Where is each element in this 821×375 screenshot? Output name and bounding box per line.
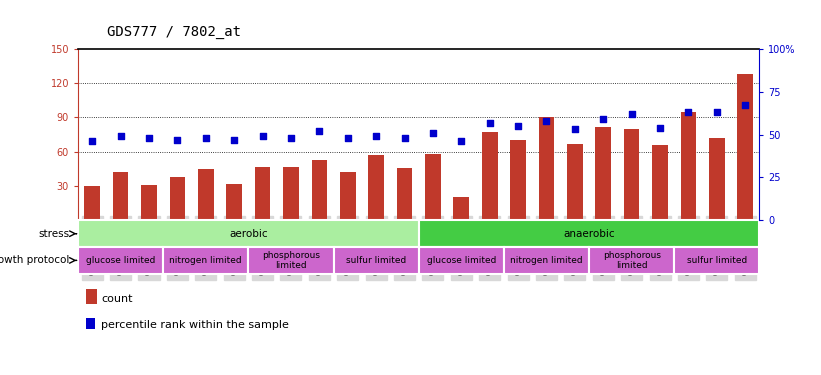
Bar — [419, 220, 759, 247]
Text: growth protocol: growth protocol — [0, 255, 70, 266]
Bar — [249, 247, 333, 274]
Text: sulfur limited: sulfur limited — [686, 256, 747, 265]
Text: phosphorous
limited: phosphorous limited — [603, 251, 661, 270]
Bar — [674, 247, 759, 274]
Bar — [504, 247, 589, 274]
Bar — [369, 155, 384, 220]
Text: GDS777 / 7802_at: GDS777 / 7802_at — [107, 26, 241, 39]
Point — [256, 133, 269, 139]
Text: glucose limited: glucose limited — [427, 256, 496, 265]
Bar — [567, 144, 583, 220]
Text: nitrogen limited: nitrogen limited — [510, 256, 583, 265]
Bar — [283, 166, 299, 220]
Bar — [539, 117, 554, 220]
Point — [710, 109, 723, 115]
Bar — [419, 247, 504, 274]
Bar — [78, 220, 419, 247]
Bar — [482, 132, 498, 220]
Point — [200, 135, 213, 141]
Bar — [311, 160, 327, 220]
Point — [597, 116, 610, 122]
Point — [568, 126, 581, 132]
Bar — [624, 129, 640, 220]
Point — [426, 130, 439, 136]
Bar — [85, 186, 100, 220]
Bar — [170, 177, 186, 220]
Point — [625, 111, 638, 117]
Bar — [652, 145, 667, 220]
Text: count: count — [101, 294, 132, 304]
Point — [227, 137, 241, 143]
Point — [682, 109, 695, 115]
Bar — [255, 166, 270, 220]
Point — [455, 138, 468, 144]
Point — [654, 125, 667, 131]
Text: anaerobic: anaerobic — [563, 229, 615, 239]
Point — [540, 118, 553, 124]
Bar — [78, 247, 163, 274]
Bar — [397, 168, 412, 220]
Text: nitrogen limited: nitrogen limited — [169, 256, 242, 265]
Bar — [589, 247, 674, 274]
Point — [398, 135, 411, 141]
Text: percentile rank within the sample: percentile rank within the sample — [101, 321, 289, 330]
Bar — [112, 172, 128, 220]
Text: phosphorous
limited: phosphorous limited — [262, 251, 320, 270]
Point — [85, 138, 99, 144]
Bar — [425, 154, 441, 220]
Bar — [737, 74, 753, 220]
Point — [114, 133, 127, 139]
Text: aerobic: aerobic — [229, 229, 268, 239]
Point — [313, 128, 326, 134]
Text: sulfur limited: sulfur limited — [346, 256, 406, 265]
Point — [142, 135, 155, 141]
Bar — [141, 185, 157, 220]
Bar — [163, 247, 249, 274]
Bar — [511, 140, 526, 220]
Point — [739, 102, 752, 108]
Bar — [340, 172, 355, 220]
Point — [342, 135, 355, 141]
Bar — [595, 126, 611, 220]
Text: stress: stress — [39, 229, 70, 239]
Bar — [333, 247, 419, 274]
Bar — [227, 184, 242, 220]
Point — [284, 135, 297, 141]
Bar — [681, 112, 696, 220]
Bar — [709, 138, 725, 220]
Point — [171, 137, 184, 143]
Bar — [453, 198, 469, 220]
Bar — [198, 169, 213, 220]
Point — [369, 133, 383, 139]
Text: glucose limited: glucose limited — [86, 256, 155, 265]
Point — [511, 123, 525, 129]
Point — [483, 120, 496, 126]
